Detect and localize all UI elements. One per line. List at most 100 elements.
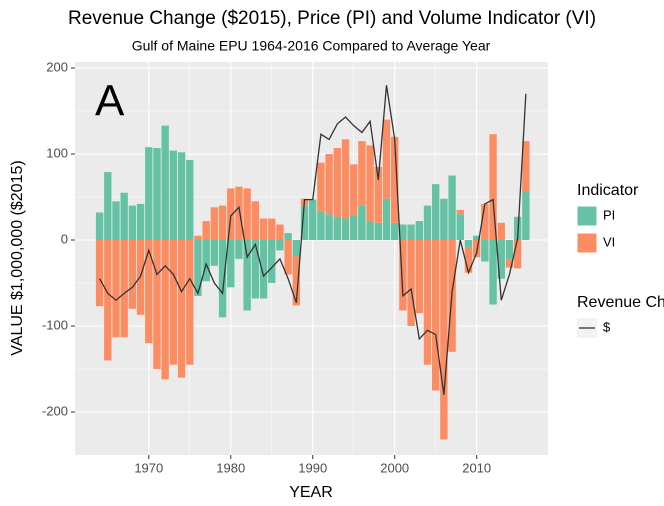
revenue-line (99, 85, 527, 395)
bar (177, 152, 186, 241)
annotation: A (95, 77, 125, 126)
bar (95, 240, 104, 307)
legend-key (576, 205, 598, 227)
bar (317, 162, 325, 212)
bar (292, 240, 301, 256)
y-tick-label: -100 (42, 317, 68, 332)
bar (153, 147, 161, 241)
bar (522, 141, 530, 191)
bar (112, 201, 120, 241)
bar (399, 224, 407, 241)
bar (268, 218, 276, 241)
bar (341, 139, 350, 219)
x-tick-label: 1990 (298, 460, 327, 475)
bar (374, 222, 382, 241)
bar (497, 222, 505, 241)
bar (227, 240, 235, 288)
bar (407, 224, 415, 241)
bar (145, 240, 153, 344)
bar (415, 240, 423, 314)
chart-subtitle: Gulf of Maine EPU 1964-2016 Compared to … (132, 38, 491, 54)
bar (145, 147, 153, 241)
bar (218, 205, 227, 241)
bar (202, 221, 210, 241)
bar (472, 240, 481, 258)
bar (300, 205, 309, 241)
bar (382, 119, 391, 199)
bar (284, 233, 292, 241)
bar (358, 205, 366, 241)
bar (268, 240, 276, 284)
marks (95, 85, 530, 440)
bar (153, 240, 161, 370)
bar (464, 240, 473, 247)
legend-label: PI (603, 207, 615, 222)
bar (161, 240, 169, 380)
bar (194, 240, 202, 296)
bar (284, 240, 292, 275)
bar (276, 224, 284, 241)
bar (358, 141, 366, 206)
bar (210, 207, 219, 241)
bar (186, 240, 194, 365)
bar (448, 175, 456, 241)
bar (325, 154, 333, 215)
bar (382, 198, 391, 241)
bar (325, 214, 333, 241)
bar (333, 216, 342, 241)
bar (259, 218, 268, 241)
bar (432, 184, 440, 241)
x-tick-label: 2000 (380, 460, 409, 475)
bar (489, 240, 497, 305)
x-axis-label: YEAR (289, 484, 333, 501)
bar (399, 240, 407, 311)
x-tick-label: 1970 (134, 460, 163, 475)
bar (464, 246, 473, 273)
bar (120, 192, 128, 241)
bar (210, 240, 219, 266)
legend-label: VI (603, 234, 615, 249)
legend-title: Indicator (577, 182, 639, 199)
bar (481, 203, 489, 241)
bar (423, 205, 432, 241)
bar (341, 218, 350, 241)
chart-title: Revenue Change ($2015), Price (PI) and V… (68, 8, 596, 29)
bar (415, 221, 423, 241)
x-tick-label: 1980 (216, 460, 245, 475)
bar (317, 211, 325, 241)
bar (95, 212, 104, 241)
bar (120, 240, 128, 338)
bar (276, 240, 284, 251)
bar (407, 240, 415, 327)
bar (186, 160, 194, 241)
y-tick-label: 200 (46, 59, 68, 74)
bar (112, 240, 120, 338)
bar (423, 240, 432, 365)
bar (177, 240, 186, 378)
bar (251, 201, 260, 241)
bar (194, 235, 202, 241)
bar (104, 172, 112, 241)
bar (136, 240, 145, 315)
bar (136, 203, 145, 241)
bar (489, 134, 497, 241)
y-tick-label: 100 (46, 145, 68, 160)
bar (161, 125, 169, 241)
y-tick-label: -200 (42, 403, 68, 418)
bar (128, 240, 137, 309)
bar (292, 255, 301, 306)
bar (456, 209, 464, 215)
bar (432, 240, 440, 391)
legend-label: $ (603, 319, 611, 334)
bar (472, 235, 481, 241)
bar (169, 150, 178, 241)
legend-key (576, 232, 598, 254)
bar (128, 205, 137, 241)
y-tick-label: 0 (61, 231, 68, 246)
bar (391, 222, 399, 241)
bar (218, 240, 227, 318)
bar (235, 240, 243, 259)
bar (243, 188, 251, 241)
